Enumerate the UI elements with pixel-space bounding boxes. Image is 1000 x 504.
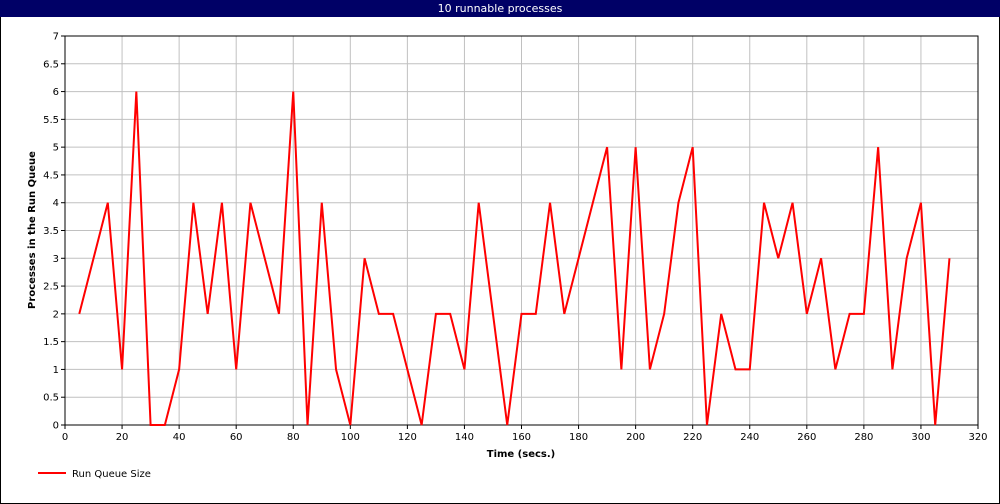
y-tick-label: 0 <box>53 421 59 432</box>
y-tick-label: 5.5 <box>43 115 59 126</box>
y-tick-label: 3.5 <box>43 226 59 237</box>
y-tick-label: 2.5 <box>43 282 59 293</box>
data-line <box>78 91 951 426</box>
x-tick-label: 240 <box>740 432 759 443</box>
x-tick-label: 180 <box>569 432 588 443</box>
x-tick-label: 280 <box>854 432 873 443</box>
x-tick-label: 100 <box>341 432 360 443</box>
x-tick-label: 160 <box>512 432 531 443</box>
x-tick-label: 140 <box>455 432 474 443</box>
x-tick-label: 320 <box>968 432 987 443</box>
title-bar <box>0 0 1000 17</box>
x-tick-label: 40 <box>173 432 186 443</box>
y-tick-label: 2 <box>53 309 59 320</box>
x-axis-label: Time (secs.) <box>487 449 556 460</box>
x-tick-label: 80 <box>287 432 300 443</box>
chart-title: 10 runnable processes <box>438 2 563 15</box>
plot: 0 0.5 1 1.5 2 2.5 3 3.5 4 4.5 5 5.5 6 6.5 7 0 20 40 60 80 10… <box>43 32 987 444</box>
x-tick-label: 260 <box>797 432 816 443</box>
x-tick-label: 20 <box>116 432 129 443</box>
y-axis-label: Processes in the Run Queue <box>27 151 38 309</box>
y-tick-label: 6.5 <box>43 59 59 70</box>
x-tick-label: 200 <box>626 432 645 443</box>
y-tick-label: 5 <box>53 143 59 154</box>
y-tick-label: 6 <box>53 87 59 98</box>
y-tick-label: 7 <box>53 32 59 43</box>
x-tick-label: 220 <box>683 432 702 443</box>
y-tick-label: 4 <box>53 198 59 209</box>
plot-border <box>64 35 979 426</box>
x-tick-label: 0 <box>62 432 68 443</box>
x-tick-label: 120 <box>398 432 417 443</box>
x-tick-label: 60 <box>230 432 243 443</box>
x-tick-label: 300 <box>911 432 930 443</box>
legend-label: Run Queue Size <box>72 469 151 480</box>
y-tick-label: 3 <box>53 254 59 265</box>
y-tick-label: 4.5 <box>43 170 59 181</box>
y-tick-label: 0.5 <box>43 393 59 404</box>
y-tick-label: 1.5 <box>43 337 59 348</box>
y-tick-label: 1 <box>53 365 59 376</box>
